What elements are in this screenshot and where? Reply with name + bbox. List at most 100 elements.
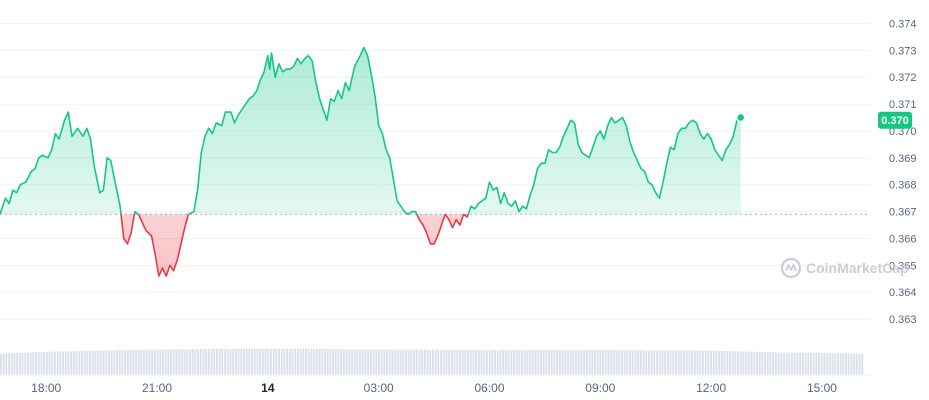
volume-bar (283, 348, 286, 375)
volume-bar (21, 352, 24, 375)
volume-bar (83, 350, 86, 375)
volume-bar (164, 349, 167, 375)
volume-bar (302, 348, 305, 375)
volume-bar (172, 349, 175, 375)
volume-bar (515, 349, 518, 375)
volume-bar (488, 349, 491, 375)
volume-bar (469, 349, 472, 375)
volume-bar (197, 349, 199, 375)
volume-bar (361, 349, 364, 375)
volume-bar (67, 351, 70, 375)
volume-bar (523, 349, 526, 375)
volume-bar (801, 352, 804, 375)
volume-bar (278, 348, 280, 375)
x-tick-label: 03:00 (364, 381, 394, 395)
volume-bar (348, 349, 351, 375)
volume-bar (842, 353, 845, 375)
volume-bar (548, 349, 550, 375)
volume-bar (839, 353, 842, 375)
volume-bar (796, 352, 799, 375)
volume-bar (788, 352, 791, 375)
volume-bar (480, 349, 483, 375)
volume-bar (216, 349, 218, 375)
volume-bar (132, 349, 135, 375)
volume-bar (618, 350, 621, 375)
volume-bar (691, 350, 694, 375)
price-area (0, 47, 741, 277)
coinmarketcap-logo-icon (780, 257, 802, 279)
volume-bar (815, 352, 818, 375)
volume-bar (367, 349, 370, 375)
volume-bar (145, 349, 148, 375)
volume-bar (372, 349, 375, 375)
volume-bar (607, 350, 610, 375)
volume-bar (110, 350, 113, 375)
volume-bar (715, 350, 718, 375)
volume-bar (720, 350, 723, 375)
volume-bar (364, 349, 367, 375)
volume-bar (602, 349, 604, 375)
volume-bar (766, 352, 769, 375)
volume-bar (183, 349, 186, 375)
volume-bar (534, 349, 537, 375)
volume-bar (747, 351, 750, 375)
volume-bar (43, 351, 46, 375)
volume-bar (369, 349, 372, 375)
volume-bar (712, 350, 715, 375)
volume-bar (137, 349, 140, 375)
volume-bar (588, 349, 591, 375)
volume-bar (342, 349, 345, 375)
volume-bar (0, 353, 2, 375)
volume-bar (62, 351, 64, 375)
volume-bar (375, 349, 378, 375)
volume-bar (186, 349, 189, 375)
volume-bar (288, 348, 291, 375)
volume-bar (445, 349, 448, 375)
volume-bar (683, 350, 685, 375)
volume-bar (861, 353, 864, 375)
volume-bar (496, 349, 499, 375)
volume-bar (167, 349, 170, 375)
volume-bar (656, 350, 658, 375)
volume-bar (569, 349, 572, 375)
y-tick-label: 0.368 (889, 180, 917, 192)
volume-bar (510, 349, 513, 375)
volume-bar (745, 351, 748, 375)
volume-bar (210, 349, 213, 375)
volume-bar (453, 349, 456, 375)
volume-bar (10, 353, 13, 375)
volume-bar (645, 350, 648, 375)
volume-bar (32, 352, 35, 375)
volume-bar (666, 350, 669, 375)
volume-bar (162, 349, 164, 375)
volume-bar (529, 349, 532, 375)
volume-bar (831, 353, 834, 375)
volume-bar (585, 349, 588, 375)
volume-bar (340, 349, 343, 375)
volume-bar (464, 349, 467, 375)
volume-bar (191, 349, 194, 375)
volume-bar (850, 353, 853, 375)
volume-bar (650, 350, 653, 375)
volume-bar (777, 352, 780, 375)
volume-bar (37, 352, 40, 375)
volume-bar (499, 349, 502, 375)
volume-bar (353, 349, 356, 375)
volume-bar (639, 350, 642, 375)
volume-bar (221, 348, 224, 375)
volume-bar (297, 348, 299, 375)
volume-bar (477, 349, 480, 375)
volume-bar (280, 348, 283, 375)
volume-bar (450, 349, 453, 375)
volume-bar (774, 352, 777, 375)
volume-bar (723, 350, 726, 375)
volume-bar (769, 352, 772, 375)
volume-bar (202, 349, 205, 375)
volume-bar (764, 352, 766, 375)
current-price-label: 0.370 (881, 115, 909, 127)
volume-bar (421, 349, 424, 375)
coinmarketcap-watermark: CoinMarketCap (780, 257, 909, 279)
y-tick-label: 0.370 (889, 126, 917, 138)
x-tick-label: 15:00 (807, 381, 837, 395)
